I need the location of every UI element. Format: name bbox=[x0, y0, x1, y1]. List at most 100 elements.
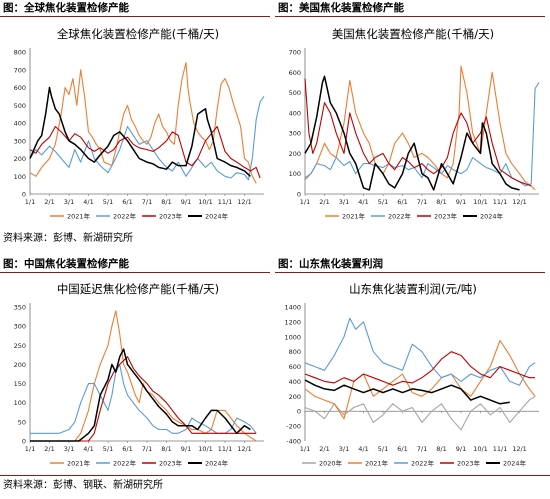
x-tick-label: 6/1 bbox=[122, 198, 132, 206]
series-line bbox=[304, 65, 536, 191]
series-line bbox=[30, 310, 257, 442]
chart-us: 美国焦化装置检修产能(千桶/天) 0 100 200 300 400 500 600 700 1/… bbox=[289, 27, 540, 221]
series-line bbox=[304, 317, 536, 386]
y-tick-label: 100 bbox=[14, 399, 26, 407]
x-tick-label: 8/1 bbox=[161, 445, 171, 453]
x-tick-label: 9/1 bbox=[181, 445, 191, 453]
legend-label: 2023年 bbox=[159, 459, 183, 468]
y-tick-label: 0 bbox=[297, 408, 301, 416]
chart-title: 全球焦化装置检修产能(千桶/天) bbox=[57, 27, 219, 41]
legend-label: 2023年 bbox=[159, 212, 183, 221]
y-tick-label: 150 bbox=[14, 380, 26, 388]
y-tick-label: 300 bbox=[14, 323, 26, 331]
x-tick-label: 2/1 bbox=[319, 198, 329, 206]
x-tick-label: 5/1 bbox=[103, 445, 113, 453]
chart-shandong: 山东焦化装置利润(元/吨) -400 -200 0 200 400 600 800 1000 12… bbox=[284, 282, 539, 468]
x-tick-label: 2/1 bbox=[319, 445, 329, 453]
legend-label: 2024年 bbox=[480, 212, 504, 221]
x-tick-label: 7/1 bbox=[417, 445, 427, 453]
x-tick-label: 9/1 bbox=[181, 198, 191, 206]
x-tick-label: 1/1 bbox=[300, 198, 310, 206]
y-tick-label: 500 bbox=[289, 89, 301, 97]
x-tick-label: 8/1 bbox=[161, 198, 171, 206]
x-tick-label: 8/1 bbox=[436, 445, 446, 453]
series-line bbox=[30, 363, 257, 434]
y-tick-label: 200 bbox=[289, 150, 301, 158]
x-tick-label: 6/1 bbox=[397, 445, 407, 453]
y-tick-label: 50 bbox=[18, 418, 26, 426]
y-tick-label: 200 bbox=[289, 393, 301, 401]
series-line bbox=[304, 75, 520, 191]
x-tick-label: 6/1 bbox=[397, 198, 407, 206]
series-line bbox=[29, 125, 261, 179]
x-tick-label: 10/1 bbox=[473, 445, 488, 453]
legend-label: 2024年 bbox=[503, 459, 527, 468]
x-tick-label: 3/1 bbox=[339, 198, 349, 206]
x-tick-label: 4/1 bbox=[358, 445, 368, 453]
x-tick-label: 11/1 bbox=[218, 445, 233, 453]
y-tick-label: 1400 bbox=[284, 304, 301, 312]
legend-label: 2024年 bbox=[205, 212, 229, 221]
figure-shandong: 图：山东焦化装置利润 山东焦化装置利润(元/吨) -400 -200 0 200 400 6… bbox=[275, 256, 550, 476]
y-tick-label: 350 bbox=[14, 304, 26, 312]
x-tick-label: 5/1 bbox=[103, 198, 113, 206]
figure-heading: 图：山东焦化装置利润 bbox=[275, 256, 545, 273]
y-tick-label: 0 bbox=[22, 438, 26, 446]
y-tick-label: 100 bbox=[289, 170, 301, 178]
chart-china: 中国延迟焦化检修产能(千桶/天) 0 50 100 150 200 250 300 350 1/1… bbox=[14, 282, 264, 468]
figure-heading: 图：中国焦化装置检修产能 bbox=[0, 256, 270, 273]
x-tick-label: 9/1 bbox=[456, 445, 466, 453]
y-tick-label: 1000 bbox=[284, 333, 301, 341]
figure-us: 图：美国焦化装置检修产能 美国焦化装置检修产能(千桶/天) 0 100 200 300 4… bbox=[275, 0, 550, 230]
x-tick-label: 7/1 bbox=[142, 445, 152, 453]
y-tick-label: 0 bbox=[22, 191, 26, 199]
x-tick-label: 3/1 bbox=[339, 445, 349, 453]
x-tick-label: 9/1 bbox=[456, 198, 466, 206]
chart-title: 山东焦化装置利润(元/吨) bbox=[349, 282, 477, 296]
series-line bbox=[29, 86, 251, 177]
y-tick-label: 200 bbox=[14, 155, 26, 163]
legend-label: 2022年 bbox=[388, 212, 412, 221]
x-tick-label: 4/1 bbox=[83, 198, 93, 206]
y-tick-label: 600 bbox=[14, 84, 26, 92]
x-tick-label: 3/1 bbox=[64, 198, 74, 206]
x-tick-label: 1/1 bbox=[25, 445, 35, 453]
legend-label: 2024年 bbox=[205, 459, 229, 468]
x-tick-label: 5/1 bbox=[378, 445, 388, 453]
chart-global: 全球焦化装置检修产能(千桶/天) 0 100 200 300 400 500 600 700 80… bbox=[14, 27, 265, 221]
y-tick-label: 300 bbox=[289, 130, 301, 138]
x-tick-label: 11/1 bbox=[493, 198, 508, 206]
x-tick-label: 2/1 bbox=[44, 198, 54, 206]
y-tick-label: 400 bbox=[289, 109, 301, 117]
x-tick-label: 12/1 bbox=[512, 198, 527, 206]
x-tick-label: 1/1 bbox=[300, 445, 310, 453]
y-tick-label: 700 bbox=[289, 49, 301, 57]
chart-title: 美国焦化装置检修产能(千桶/天) bbox=[332, 27, 494, 41]
x-tick-label: 12/1 bbox=[237, 198, 252, 206]
x-tick-label: 11/1 bbox=[493, 445, 508, 453]
y-tick-label: 400 bbox=[14, 120, 26, 128]
y-tick-label: 1200 bbox=[284, 318, 301, 326]
x-tick-label: 10/1 bbox=[198, 445, 213, 453]
y-tick-label: 600 bbox=[289, 69, 301, 77]
y-tick-label: 800 bbox=[14, 49, 26, 57]
x-tick-label: 5/1 bbox=[378, 198, 388, 206]
legend-label: 2021年 bbox=[365, 459, 389, 468]
figure-global: 图：全球焦化装置检修产能 全球焦化装置检修产能(千桶/天) 0 100 200 300 4… bbox=[0, 0, 275, 230]
y-tick-label: 600 bbox=[289, 363, 301, 371]
x-tick-label: 6/1 bbox=[122, 445, 132, 453]
x-tick-label: 3/1 bbox=[64, 445, 74, 453]
x-tick-label: 11/1 bbox=[218, 198, 233, 206]
series-line bbox=[304, 82, 540, 187]
figure-heading: 图：全球焦化装置检修产能 bbox=[0, 0, 270, 17]
x-tick-label: 10/1 bbox=[473, 198, 488, 206]
figure-heading: 图：美国焦化装置检修产能 bbox=[275, 0, 545, 17]
x-tick-label: 8/1 bbox=[436, 198, 446, 206]
x-tick-label: 12/1 bbox=[512, 445, 527, 453]
series-line bbox=[30, 356, 257, 442]
y-tick-label: 250 bbox=[14, 342, 26, 350]
legend-label: 2021年 bbox=[67, 212, 91, 221]
y-tick-label: 500 bbox=[14, 102, 26, 110]
series-line bbox=[304, 351, 536, 386]
series-line bbox=[29, 62, 257, 184]
